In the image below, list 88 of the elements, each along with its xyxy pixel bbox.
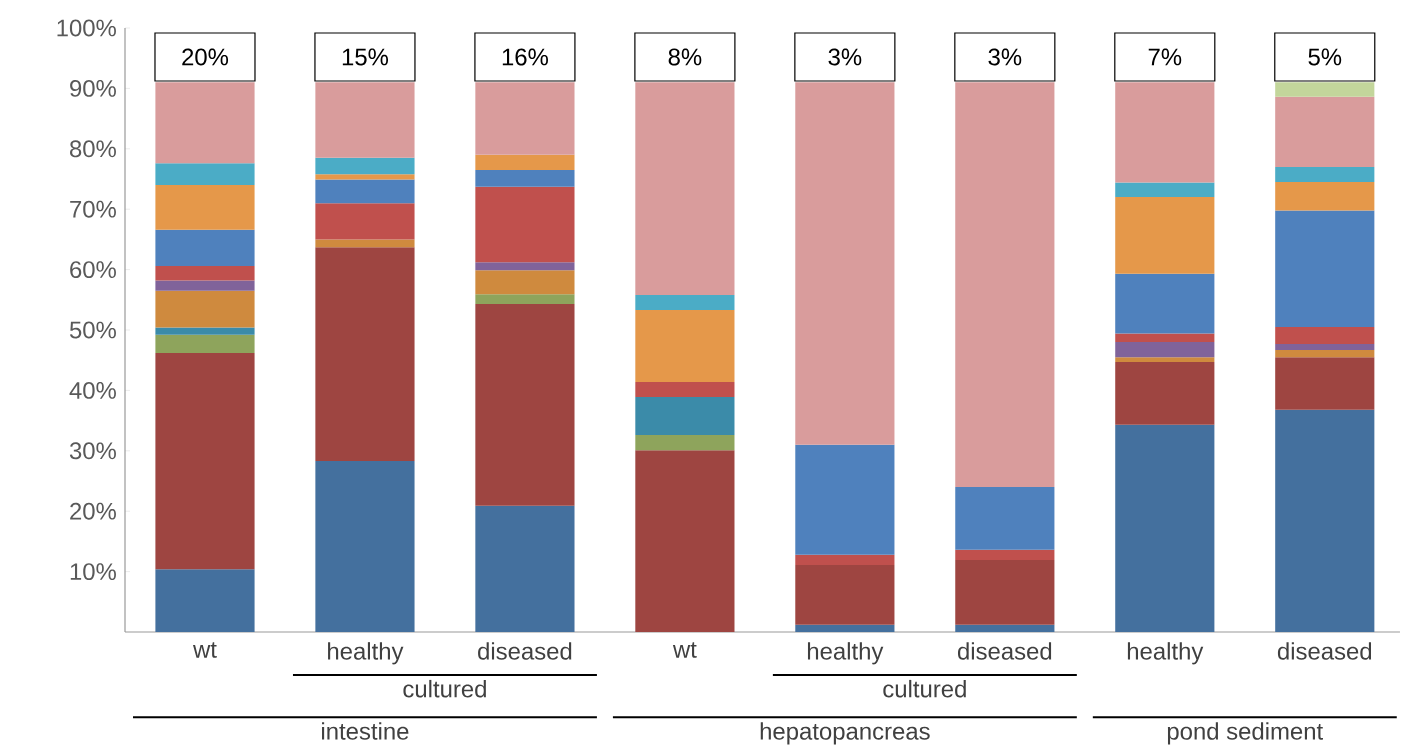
bar xyxy=(155,163,255,186)
annotation: 16% xyxy=(502,48,548,66)
y-tick-label: 100% xyxy=(57,19,116,37)
bar xyxy=(315,179,415,204)
bar xyxy=(1115,342,1215,358)
bar xyxy=(475,169,575,187)
bar xyxy=(1275,166,1375,183)
x-tick-label: healthy xyxy=(1127,642,1204,665)
bar xyxy=(635,381,735,398)
bar xyxy=(475,154,575,170)
bar xyxy=(955,487,1055,550)
bar xyxy=(315,247,415,462)
text: pond sediment xyxy=(1167,722,1323,745)
annotation: 3% xyxy=(828,48,862,66)
annotation: 5% xyxy=(1308,48,1342,66)
bar xyxy=(1275,210,1375,327)
y-tick-label: 90% xyxy=(70,79,116,97)
bar xyxy=(315,239,415,248)
annotation: 8% xyxy=(668,48,702,66)
bar xyxy=(315,174,415,180)
bar xyxy=(1275,182,1375,211)
bar xyxy=(475,262,575,271)
y-tick-label: 60% xyxy=(70,261,116,279)
bar xyxy=(1115,362,1215,425)
bar xyxy=(475,505,575,632)
bar xyxy=(955,549,1055,561)
bar xyxy=(635,294,735,311)
x-tick-label: diseased xyxy=(957,642,1052,660)
bar xyxy=(315,157,415,175)
bar xyxy=(155,290,255,328)
y-tick-label: 30% xyxy=(69,442,116,460)
bar xyxy=(1275,96,1375,167)
bar xyxy=(475,304,575,506)
text: cultured xyxy=(883,679,966,698)
bar xyxy=(1275,357,1375,410)
bar xyxy=(955,560,1055,625)
y-tick-label: 70% xyxy=(70,200,116,218)
annotation: 3% xyxy=(988,48,1022,66)
annotation: 7% xyxy=(1148,48,1182,66)
bar xyxy=(795,624,895,632)
bar xyxy=(475,270,575,295)
y-tick-label: 10% xyxy=(70,563,116,581)
bar xyxy=(155,334,255,353)
bar xyxy=(635,450,735,632)
bar xyxy=(635,435,735,451)
bar xyxy=(1275,82,1375,97)
bar xyxy=(315,203,415,240)
bar xyxy=(1275,326,1375,344)
bar xyxy=(155,265,255,281)
y-tick-label: 40% xyxy=(69,381,116,399)
bar xyxy=(155,185,255,230)
bar xyxy=(1275,349,1375,358)
annotation: 20% xyxy=(182,48,229,66)
bar xyxy=(475,186,575,263)
bar xyxy=(1115,333,1215,343)
y-tick-label: 20% xyxy=(70,502,116,520)
bar xyxy=(1115,357,1215,363)
bar xyxy=(795,564,895,625)
bar xyxy=(635,310,735,382)
bar xyxy=(635,397,735,436)
x-tick-label: healthy xyxy=(807,642,884,665)
text: intestine xyxy=(322,722,409,740)
x-tick-label: wt xyxy=(193,642,217,658)
x-tick-label: diseased xyxy=(478,642,572,660)
x-tick-label: healthy xyxy=(328,642,404,665)
bar xyxy=(155,229,255,266)
y-tick-label: 80% xyxy=(70,140,116,158)
bar xyxy=(155,352,255,570)
bar xyxy=(1275,409,1375,632)
bar xyxy=(1115,182,1215,198)
bar xyxy=(1275,343,1375,350)
bar xyxy=(795,554,895,565)
bar xyxy=(1115,273,1215,334)
y-tick-label: 50% xyxy=(69,321,116,339)
bar xyxy=(155,569,255,632)
bar xyxy=(1115,197,1215,274)
bar xyxy=(315,461,415,632)
bar xyxy=(155,327,255,335)
bar xyxy=(955,624,1055,632)
text: cultured xyxy=(403,679,486,698)
annotation: 15% xyxy=(342,48,389,66)
x-tick-label: wt xyxy=(672,642,697,658)
bar xyxy=(1115,424,1215,632)
text: hepatopancreas xyxy=(760,722,930,745)
bar xyxy=(475,294,575,305)
bar xyxy=(155,280,255,291)
bar xyxy=(795,444,895,555)
x-tick-label: diseased xyxy=(1277,642,1372,660)
